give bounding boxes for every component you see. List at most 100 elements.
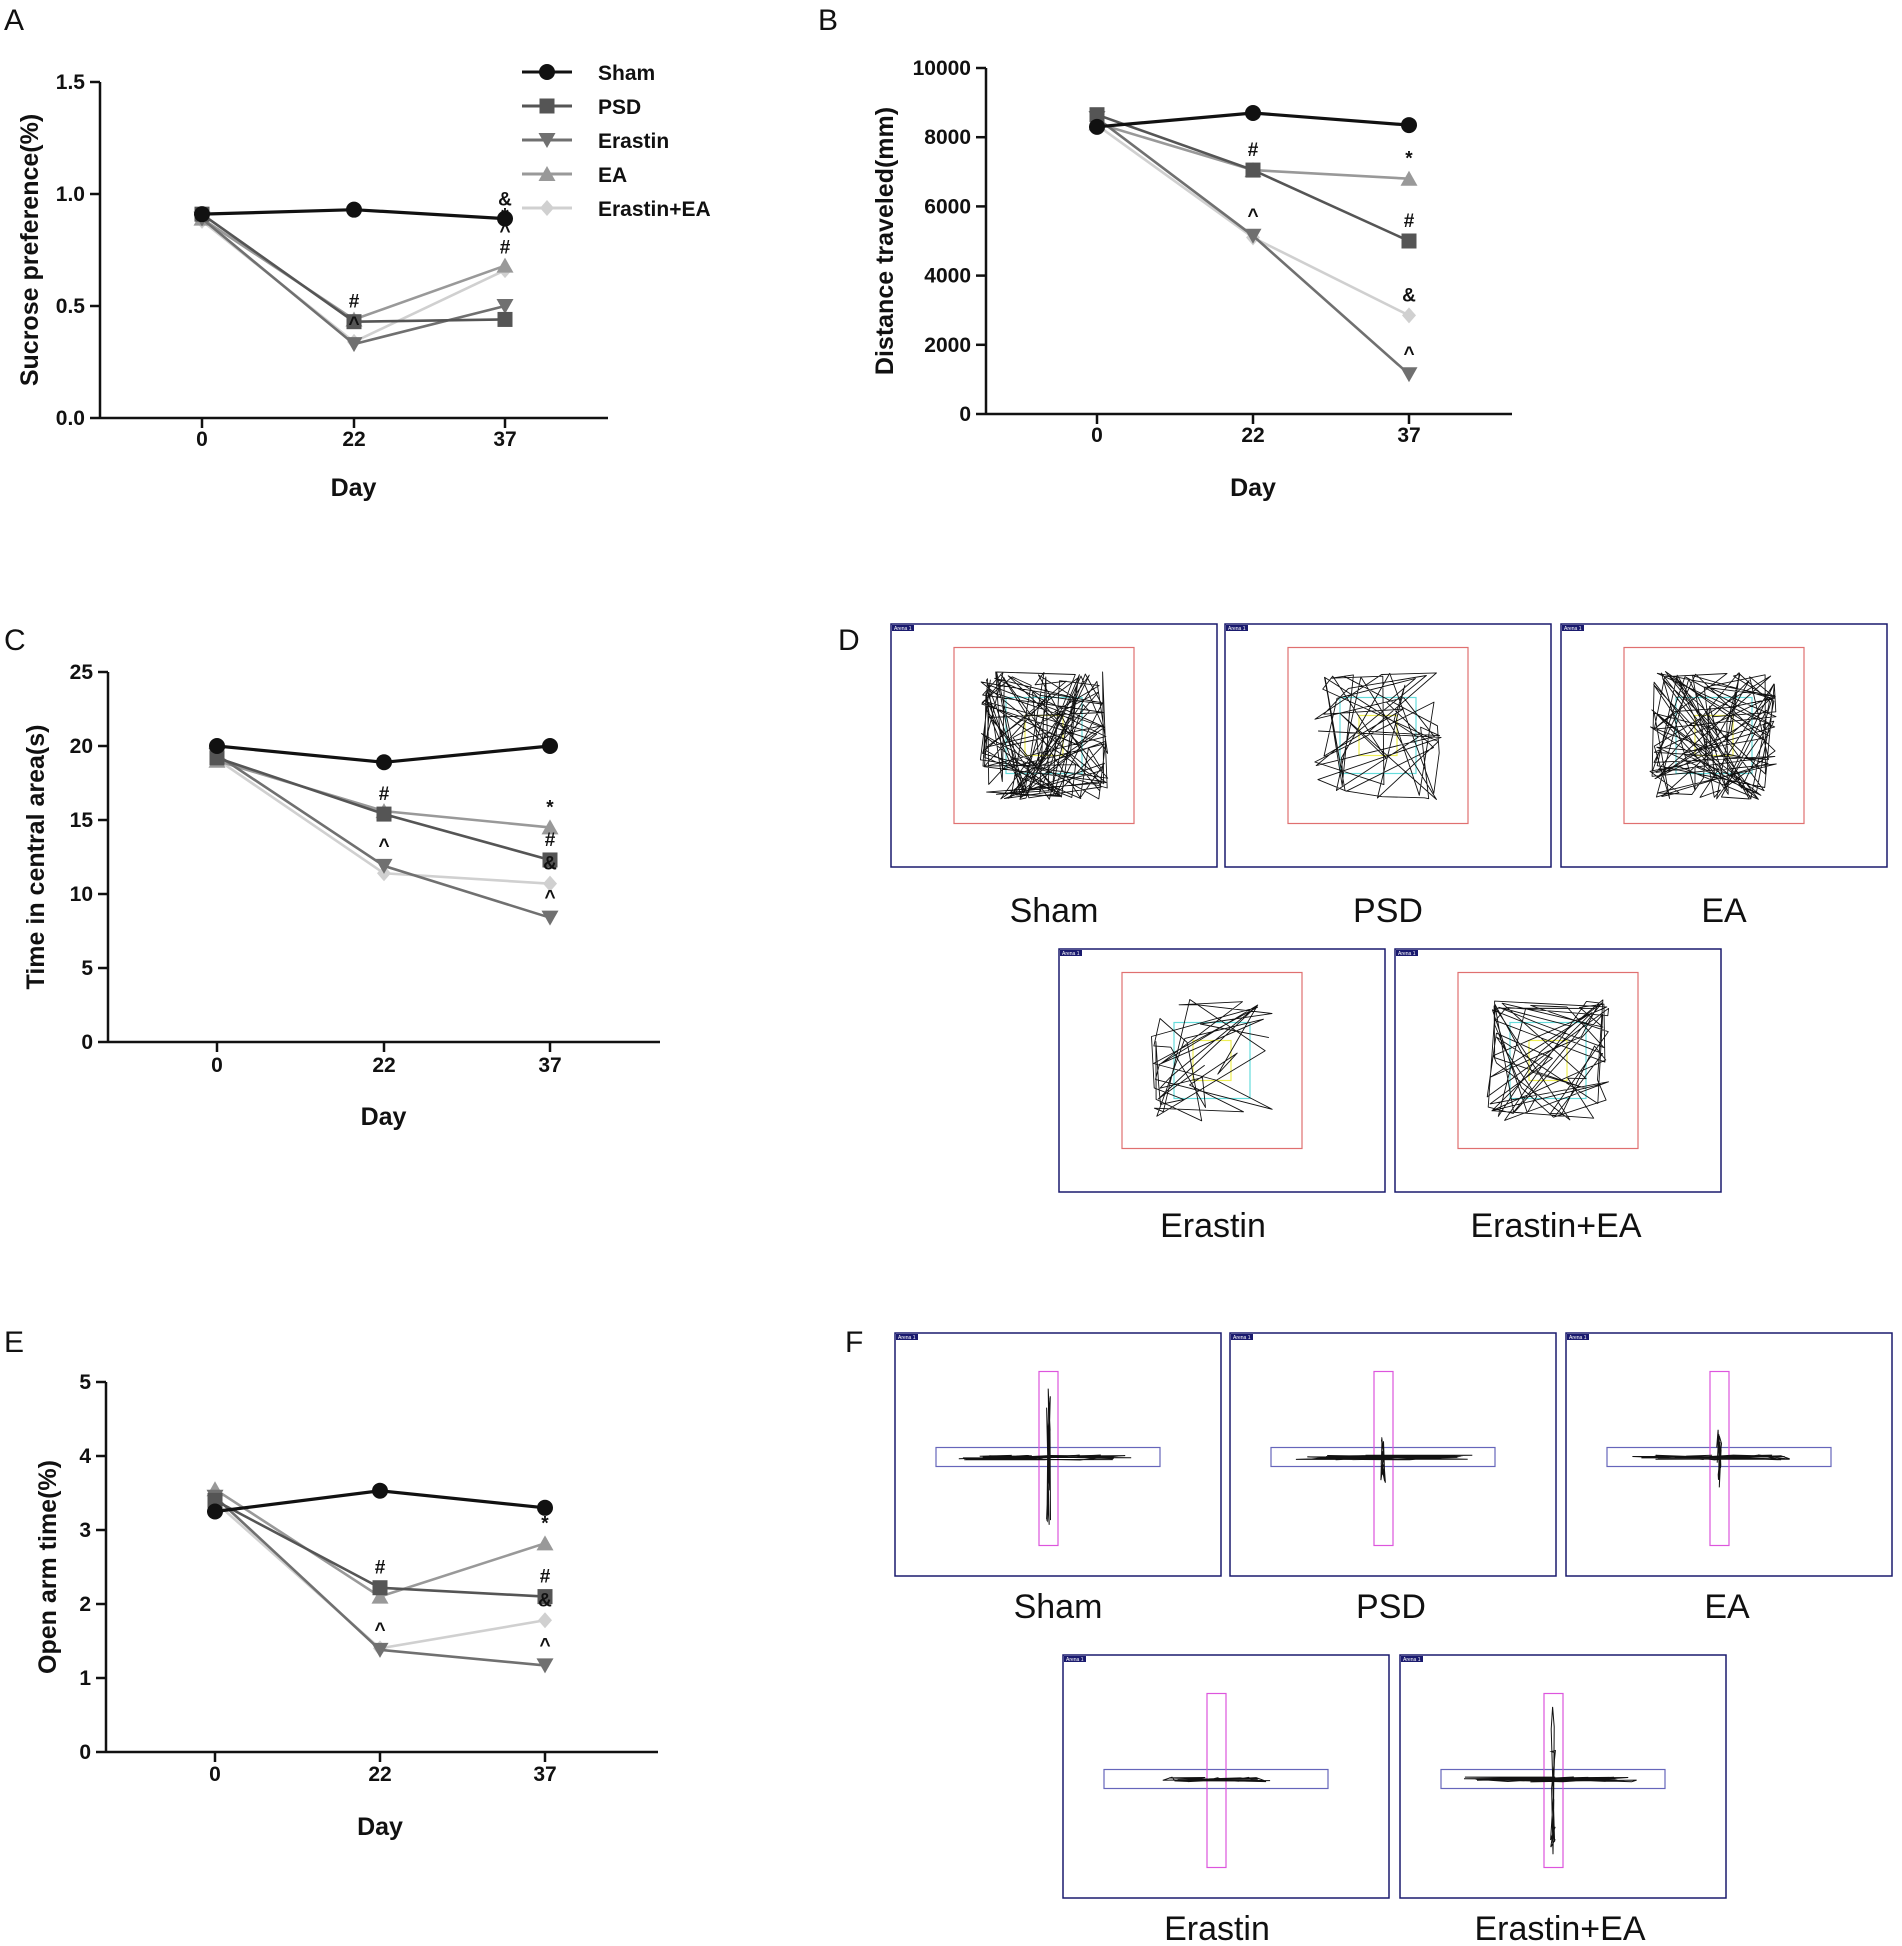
open-field-trajectory-erastin-ea bbox=[1486, 999, 1610, 1121]
data-point-erastin bbox=[536, 1658, 554, 1674]
plus-maze-trajectory-closed-sham bbox=[1046, 1388, 1051, 1525]
legend-label-psd: PSD bbox=[598, 96, 641, 119]
zone-outer bbox=[1457, 971, 1639, 1150]
y-tick-label: 0.0 bbox=[56, 407, 85, 430]
x-tick-label: 22 bbox=[1241, 424, 1264, 447]
arena-tag-label: Arena 1 bbox=[1062, 951, 1080, 957]
data-point-psd bbox=[209, 750, 225, 766]
zone-outer bbox=[1121, 971, 1303, 1150]
arena-tag-box bbox=[892, 625, 914, 631]
zone-inner bbox=[1192, 1039, 1232, 1082]
legend-label-erastin-ea: Erastin+EA bbox=[598, 198, 711, 221]
legend-label-erastin: Erastin bbox=[598, 130, 669, 153]
open-field-arena-sham bbox=[890, 623, 1218, 868]
data-point-sham bbox=[542, 738, 558, 754]
legend-label-sham: Sham bbox=[598, 62, 655, 85]
y-tick-label: 15 bbox=[70, 809, 94, 832]
significance-marker: ^ bbox=[378, 836, 389, 857]
data-point-erastin-ea bbox=[538, 1612, 552, 1629]
significance-marker: ^ bbox=[544, 888, 555, 909]
x-tick-label: 0 bbox=[211, 1054, 223, 1077]
chart-distance-traveled: 0 2000 4000 6000 8000 10000 0 22 37 Day Distance t… bbox=[871, 57, 1512, 502]
legend-marker-erastin-ea bbox=[540, 200, 554, 216]
plus-maze-label-psd: PSD bbox=[1356, 1588, 1426, 1626]
arena-tag-label: Arena 1 bbox=[1398, 951, 1416, 957]
y-tick-label: 0 bbox=[81, 1031, 93, 1054]
plus-maze-trajectory-open-erastin-ea bbox=[1463, 1776, 1637, 1783]
data-point-sham bbox=[537, 1499, 553, 1516]
arena-tag-box bbox=[1060, 950, 1082, 956]
x-axis-title: Day bbox=[361, 1103, 407, 1131]
y-tick-label: 3 bbox=[79, 1519, 91, 1542]
plus-maze-label-sham: Sham bbox=[1014, 1588, 1103, 1626]
y-tick-label: 2000 bbox=[924, 334, 971, 357]
significance-marker: & bbox=[1402, 285, 1416, 306]
data-point-ea bbox=[371, 1588, 389, 1604]
plus-maze-trajectory-open-psd bbox=[1295, 1454, 1473, 1461]
data-point-erastin-ea bbox=[1402, 307, 1416, 324]
plus-maze-label-erastin-ea: Erastin+EA bbox=[1474, 1910, 1645, 1946]
y-tick-label: 1.0 bbox=[56, 183, 85, 206]
y-tick-label: 0.5 bbox=[56, 295, 86, 318]
arena-tag-box bbox=[1064, 1656, 1086, 1662]
y-tick-label: 4 bbox=[79, 1445, 91, 1468]
y-tick-label: 0 bbox=[959, 403, 971, 426]
y-axis-title: Open arm time(%) bbox=[34, 1460, 62, 1674]
arena-tag-label: Arena 1 bbox=[1564, 626, 1582, 632]
y-tick-label: 4000 bbox=[924, 265, 971, 288]
data-point-psd bbox=[1245, 162, 1261, 178]
x-tick-label: 37 bbox=[533, 1763, 556, 1786]
plus-maze-label-erastin: Erastin bbox=[1164, 1910, 1270, 1946]
data-point-ea bbox=[541, 819, 559, 835]
significance-marker: # bbox=[540, 1567, 551, 1588]
y-tick-label: 1.5 bbox=[56, 71, 86, 94]
significance-marker: * bbox=[541, 1513, 549, 1534]
open-field-trajectory-erastin bbox=[1151, 999, 1273, 1122]
x-tick-label: 37 bbox=[1397, 424, 1420, 447]
data-point-sham bbox=[372, 1482, 388, 1499]
arena-tag-box bbox=[1567, 1334, 1589, 1340]
data-point-erastin bbox=[345, 337, 363, 353]
x-tick-label: 37 bbox=[538, 1054, 561, 1077]
significance-marker: * bbox=[1405, 149, 1413, 170]
significance-marker: # bbox=[379, 784, 390, 805]
panel-letter-d: D bbox=[838, 624, 860, 657]
arena-tag-box bbox=[1562, 625, 1584, 631]
significance-marker: ^ bbox=[348, 314, 359, 335]
data-point-erastin bbox=[375, 858, 393, 874]
open-field-label-erastin-ea: Erastin+EA bbox=[1470, 1207, 1641, 1245]
data-point-sham bbox=[497, 210, 513, 227]
x-tick-label: 0 bbox=[196, 428, 208, 451]
significance-marker: # bbox=[500, 238, 511, 259]
data-point-ea bbox=[536, 1535, 554, 1551]
data-point-psd bbox=[537, 1589, 553, 1605]
zone-outer bbox=[953, 646, 1135, 825]
data-point-psd bbox=[542, 852, 558, 868]
y-tick-label: 25 bbox=[70, 661, 94, 684]
data-point-erastin bbox=[541, 910, 559, 926]
significance-marker: * bbox=[501, 206, 509, 227]
x-tick-label: 0 bbox=[209, 1763, 221, 1786]
significance-marker: # bbox=[1404, 211, 1415, 232]
arena-tag-label: Arena 1 bbox=[898, 1335, 916, 1341]
data-point-sham bbox=[1401, 117, 1417, 134]
panel-letter-f: F bbox=[845, 1326, 863, 1359]
chart-time-central-area: 0 5 10 15 20 25 0 22 37 Day Time in central area(s… bbox=[22, 661, 660, 1131]
data-point-ea bbox=[1400, 170, 1418, 186]
y-tick-label: 10 bbox=[70, 883, 93, 906]
data-point-erastin bbox=[371, 1642, 389, 1658]
y-tick-label: 5 bbox=[81, 957, 93, 980]
plus-maze-trajectory-closed-psd bbox=[1380, 1437, 1386, 1483]
legend-marker-sham bbox=[539, 64, 555, 80]
open-field-label-ea: EA bbox=[1701, 892, 1747, 930]
legend-marker-erastin bbox=[538, 133, 556, 148]
x-tick-label: 37 bbox=[493, 428, 516, 451]
x-axis-title: Day bbox=[1230, 474, 1276, 502]
arena-tag-box bbox=[1396, 950, 1418, 956]
data-point-psd bbox=[346, 314, 362, 330]
y-tick-label: 5 bbox=[79, 1371, 91, 1394]
zone-outer bbox=[1287, 646, 1469, 825]
plus-maze-trajectory-open-erastin bbox=[1162, 1776, 1271, 1783]
arena-tag-box bbox=[1401, 1656, 1423, 1662]
